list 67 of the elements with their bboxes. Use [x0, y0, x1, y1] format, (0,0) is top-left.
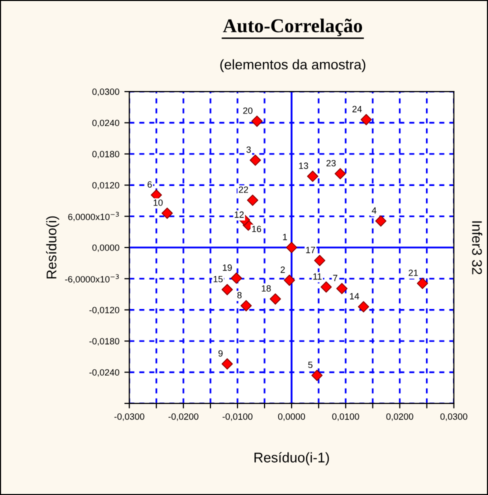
annotation: 11 — [313, 273, 322, 280]
point — [375, 215, 386, 227]
point — [240, 300, 252, 312]
annotation: 21 — [408, 270, 418, 276]
annotation: 1 — [283, 234, 287, 240]
point — [247, 194, 258, 206]
y-tick-label: 0,0240 — [92, 120, 120, 128]
point — [251, 116, 263, 127]
x-tick-label: 0,0300 — [440, 413, 468, 421]
point — [230, 272, 242, 284]
annotation: 23 — [326, 160, 336, 166]
x-tick-label: 0,0000 — [278, 413, 306, 421]
annotation: 19 — [222, 264, 232, 271]
point — [270, 293, 281, 305]
y-tick-label: -6,0000x10$^{−3}$ — [65, 274, 119, 284]
y-tick-label: -0,0120 — [89, 306, 120, 314]
point — [286, 242, 298, 254]
x-tick-label: -0,0300 — [114, 413, 144, 421]
y-tick-label: -0,0240 — [89, 369, 120, 377]
y-tick-label: 0,0180 — [92, 150, 120, 158]
annotation: 16 — [252, 226, 262, 232]
annotation: 9 — [218, 350, 223, 357]
annotation: 7 — [333, 274, 338, 282]
point — [222, 284, 233, 296]
point — [307, 170, 318, 182]
chart-title: Auto-Correlação — [222, 18, 362, 36]
annotation: 18 — [262, 285, 271, 292]
point — [320, 281, 332, 293]
point — [314, 254, 326, 266]
annotation: 2 — [280, 266, 285, 273]
annotation: 10 — [154, 199, 163, 206]
x-axis-title: Resíduo(i-1) — [254, 452, 329, 466]
x-tick-label: -0,0200 — [168, 413, 198, 421]
annotation: 13 — [299, 162, 308, 169]
annotation: 15 — [214, 276, 223, 282]
y-tick-label: 0,0120 — [92, 182, 120, 190]
y-axis-title: Resíduo(i) — [46, 216, 60, 278]
point — [358, 301, 370, 312]
annotation: 8 — [237, 292, 242, 298]
annotation: 6 — [148, 181, 152, 188]
annotation: 20 — [243, 107, 252, 114]
annotation: 3 — [246, 146, 251, 153]
annotation: 24 — [352, 106, 362, 112]
point — [360, 114, 372, 126]
point — [284, 274, 296, 286]
point — [222, 358, 233, 370]
y-tick-label: 0,0300 — [92, 88, 120, 96]
point — [416, 278, 428, 289]
y-tick-label: 0,0000 — [92, 244, 120, 252]
point — [162, 208, 173, 219]
x-tick-label: 0,0200 — [386, 413, 414, 421]
annotation: 12 — [234, 211, 244, 218]
x-tick-label: -0,0100 — [222, 413, 252, 421]
annotation: 4 — [372, 207, 376, 214]
chart-subtitle: (elementos da amostra) — [220, 59, 366, 72]
annotation: 5 — [308, 362, 312, 368]
point — [334, 168, 346, 180]
point — [250, 154, 261, 166]
y-tick-label: -0,0180 — [89, 338, 120, 346]
point — [311, 370, 323, 381]
x-tick-label: 0,0100 — [332, 413, 360, 421]
point — [336, 282, 348, 294]
text: Infer3 32 — [472, 221, 482, 274]
annotation: 22 — [238, 186, 248, 193]
annotation: 14 — [350, 293, 360, 300]
annotation: 17 — [306, 246, 316, 254]
y-tick-label: 6,0000x10$^{−3}$ — [68, 212, 119, 222]
